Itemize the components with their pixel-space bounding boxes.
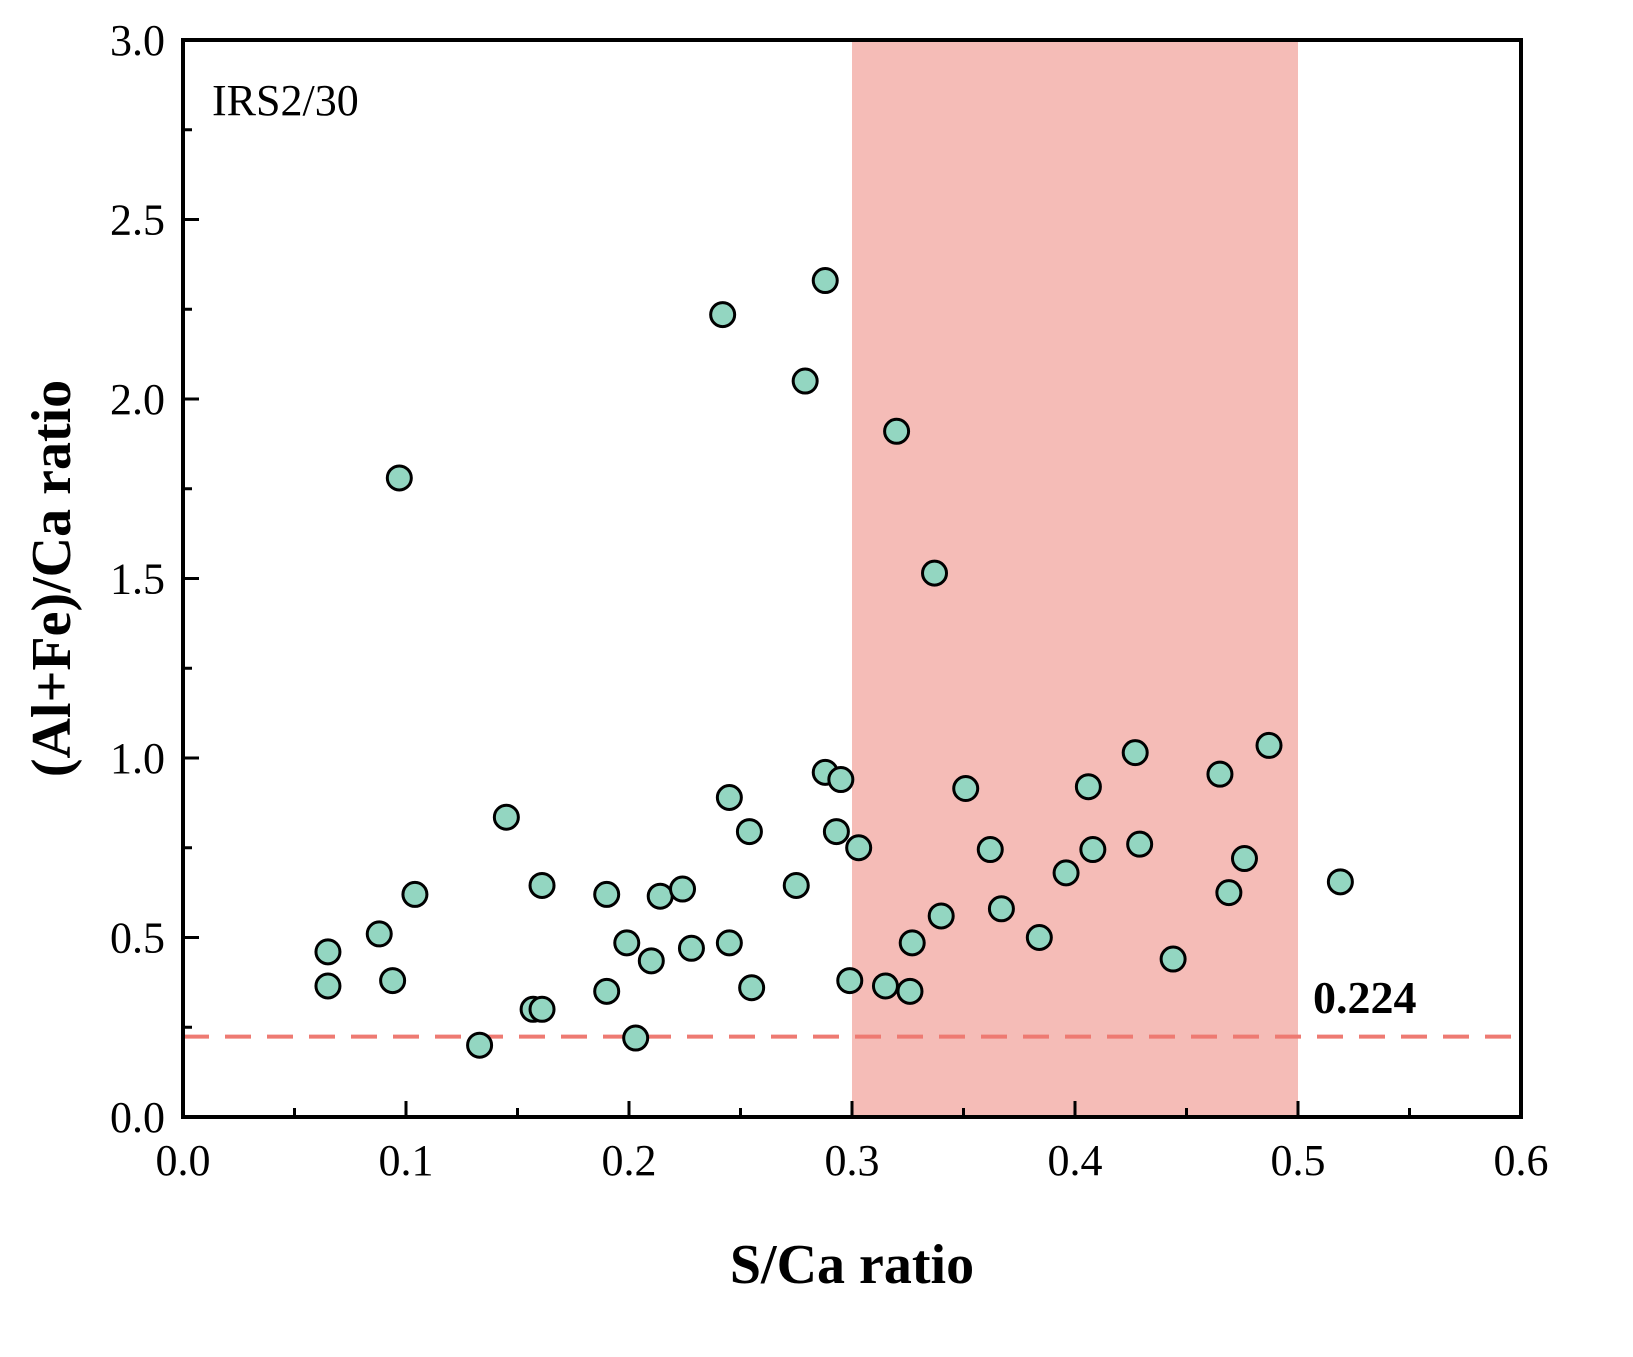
data-point bbox=[822, 818, 850, 846]
x-tick-label: 0.1 bbox=[379, 1136, 434, 1185]
reference-line-label: 0.224 bbox=[1313, 972, 1417, 1023]
data-point bbox=[738, 974, 766, 1002]
y-tick-label: 0.0 bbox=[110, 1093, 165, 1142]
data-point bbox=[593, 977, 621, 1005]
x-tick-label: 0.5 bbox=[1271, 1136, 1326, 1185]
data-point bbox=[1025, 924, 1053, 951]
data-point bbox=[1121, 739, 1149, 767]
data-point bbox=[1052, 859, 1080, 887]
data-point bbox=[1074, 773, 1102, 801]
x-tick-label: 0.0 bbox=[156, 1136, 211, 1185]
data-point bbox=[1255, 731, 1283, 759]
x-axis-title: S/Ca ratio bbox=[730, 1234, 974, 1296]
x-tick-label: 0.3 bbox=[825, 1136, 880, 1185]
data-point bbox=[715, 783, 743, 811]
data-point bbox=[735, 818, 763, 846]
data-point bbox=[715, 929, 743, 957]
data-point bbox=[379, 967, 407, 995]
data-point bbox=[709, 301, 737, 329]
x-tick-label: 0.4 bbox=[1048, 1136, 1103, 1185]
plot-frame bbox=[181, 38, 1523, 1119]
data-point bbox=[492, 803, 520, 831]
y-tick-label: 2.5 bbox=[110, 196, 165, 245]
data-point bbox=[952, 775, 980, 803]
data-point bbox=[613, 929, 641, 957]
data-point bbox=[1215, 879, 1243, 907]
data-point bbox=[622, 1024, 650, 1052]
y-axis-title: (Al+Fe)/Ca ratio bbox=[21, 380, 83, 777]
data-point bbox=[528, 995, 556, 1023]
y-tick-label: 2.0 bbox=[110, 375, 165, 424]
y-tick-label: 1.5 bbox=[110, 555, 165, 604]
data-point bbox=[401, 880, 429, 908]
data-point bbox=[976, 836, 1004, 864]
x-tick-label: 0.6 bbox=[1494, 1136, 1549, 1185]
tick-labels: 0.0 0.1 0.2 0.3 0.4 0.5 0.6 0.0 0.5 1.0 1.5 2.0 2.5 3… bbox=[110, 16, 1549, 1185]
shaded-region-0.3-0.5 bbox=[852, 40, 1298, 1117]
data-point bbox=[637, 947, 665, 975]
data-point bbox=[791, 367, 819, 395]
data-point bbox=[921, 559, 949, 587]
panel-label: IRS2/30 bbox=[212, 76, 359, 125]
data-point bbox=[1159, 945, 1187, 973]
data-point bbox=[528, 871, 556, 899]
data-point bbox=[782, 871, 810, 899]
data-point bbox=[1206, 760, 1234, 788]
data-point bbox=[845, 834, 873, 862]
data-point bbox=[314, 972, 342, 1000]
x-tick-label: 0.2 bbox=[602, 1136, 657, 1185]
data-point bbox=[646, 882, 674, 910]
data-point bbox=[1126, 830, 1154, 858]
data-point bbox=[1079, 836, 1107, 864]
data-point bbox=[466, 1031, 494, 1059]
data-point bbox=[669, 875, 697, 903]
data-point bbox=[871, 972, 899, 1000]
data-point bbox=[1230, 845, 1258, 873]
data-point bbox=[896, 977, 924, 1005]
data-point bbox=[927, 902, 955, 930]
data-point bbox=[898, 929, 926, 957]
data-points bbox=[314, 267, 1354, 1059]
data-point bbox=[836, 967, 864, 995]
y-tick-label: 0.5 bbox=[110, 914, 165, 963]
data-point bbox=[314, 938, 342, 966]
data-point bbox=[385, 464, 413, 492]
data-point bbox=[1326, 868, 1354, 896]
y-tick-label: 1.0 bbox=[110, 734, 165, 783]
data-point bbox=[883, 417, 911, 445]
data-point bbox=[365, 920, 393, 948]
y-tick-label: 3.0 bbox=[110, 16, 165, 65]
data-point bbox=[811, 267, 839, 295]
data-point bbox=[827, 766, 855, 794]
data-point bbox=[987, 895, 1015, 923]
data-point bbox=[593, 880, 621, 908]
data-point bbox=[677, 934, 705, 962]
